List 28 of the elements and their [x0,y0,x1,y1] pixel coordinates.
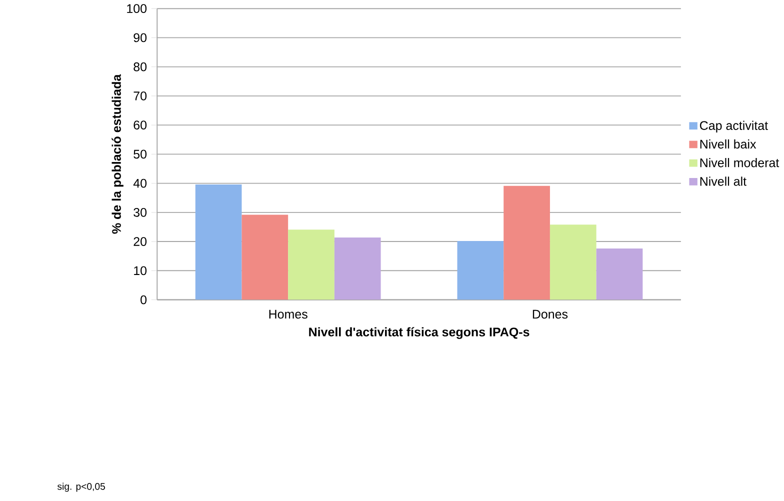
bar [288,230,334,300]
legend-label: Cap activitat [700,120,768,133]
bar [596,248,643,300]
x-tick-label: Dones [532,310,568,319]
y-tick-label: 60 [134,120,147,130]
y-tick-label: 80 [134,62,147,72]
bar [334,238,381,300]
y-tick-label: 40 [133,179,147,188]
legend-label: Nivell baix [700,140,756,149]
y-tick-label: 0 [140,295,147,304]
x-tick-label: Homes [269,310,308,319]
y-axis-title: % de la població estudiada [112,74,124,234]
text: sig. p<0,05 [57,482,105,492]
y-tick-label: 100 [127,4,147,14]
bar [242,214,288,300]
y-tick-label: 50 [134,150,147,159]
bar [195,184,242,300]
y-tick-label: 30 [134,208,147,217]
legend-label: Nivell alt [700,176,746,186]
legend-label: Nivell moderat [700,158,780,168]
bar [504,186,550,300]
bar [550,224,596,300]
y-tick-label: 20 [134,237,147,246]
y-tick-label: 70 [134,92,147,101]
y-tick-label: 90 [134,33,147,42]
y-tick-label: 10 [134,266,147,276]
bar [457,241,504,300]
x-axis-title: Nivell d'activitat física segons IPAQ-s [309,327,530,340]
